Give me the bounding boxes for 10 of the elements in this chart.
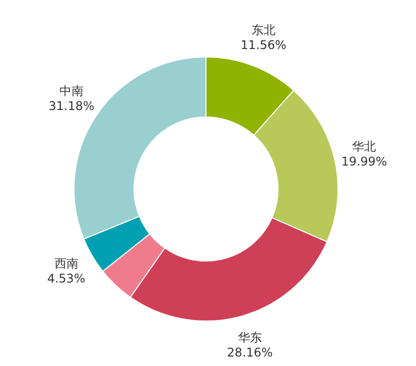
data-label: 11.56%: [240, 38, 286, 52]
slice-label: 华北: [352, 140, 376, 154]
data-label: 28.16%: [227, 345, 273, 360]
slice-label: 东北: [252, 23, 276, 38]
slice-label: 华东: [238, 330, 262, 344]
data-label: 31.18%: [48, 99, 94, 114]
slice-label: 西南: [54, 256, 78, 270]
data-label: 4.53%: [47, 271, 86, 286]
data-label: 19.99%: [341, 154, 388, 169]
slice-label: 中南: [60, 84, 84, 98]
